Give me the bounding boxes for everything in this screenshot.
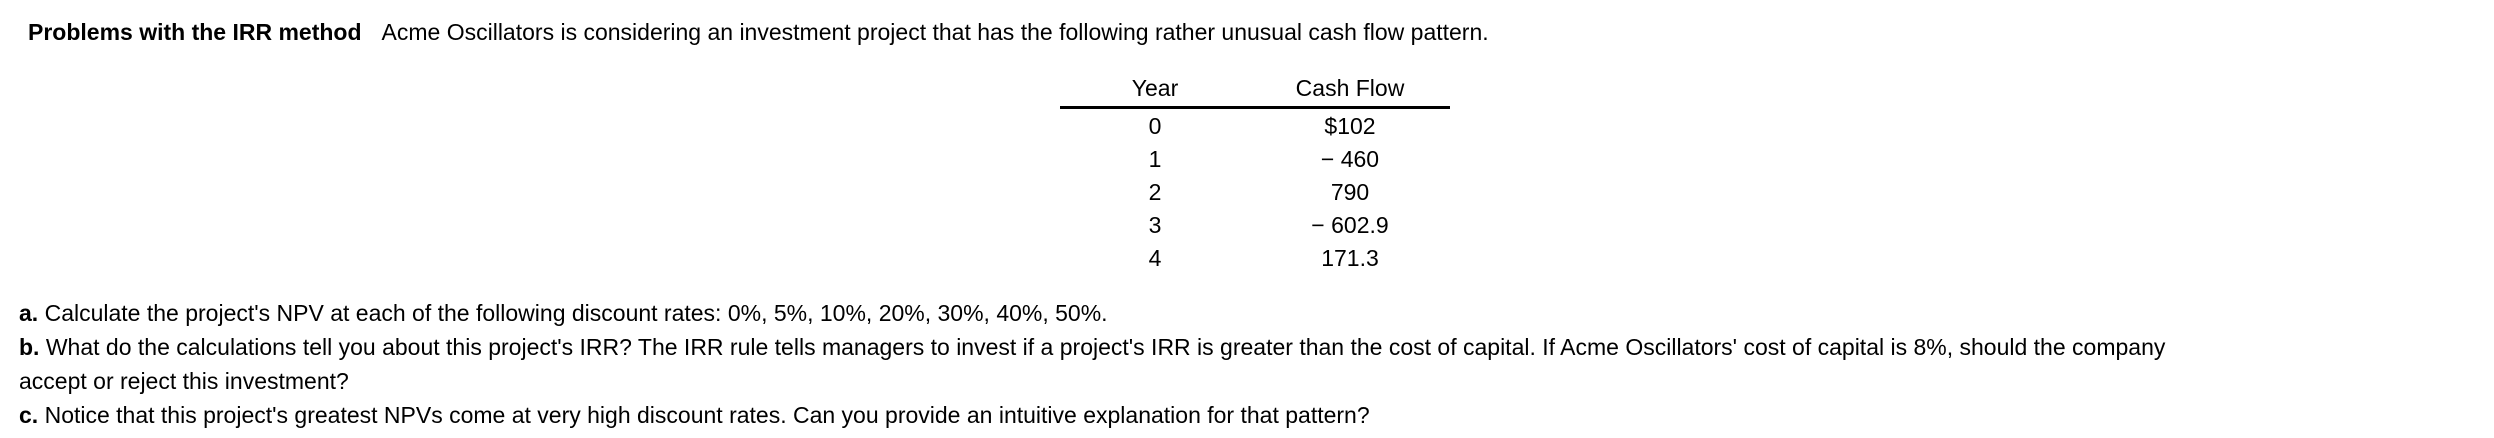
year-cell: 0 xyxy=(1148,113,1162,139)
table-row: 2 790 xyxy=(1060,176,1450,209)
cashflow-cell: − 460 xyxy=(1320,146,1380,172)
year-cell: 2 xyxy=(1148,179,1162,205)
cashflow-table: Year Cash Flow 0 $102 1 − 460 2 790 3 − … xyxy=(1060,72,1450,275)
table-header-row: Year Cash Flow xyxy=(1060,72,1450,109)
cashflow-cell: 790 xyxy=(1330,179,1370,205)
problem-intro: Problems with the IRR method Acme Oscilla… xyxy=(28,15,1489,49)
year-cell: 3 xyxy=(1148,212,1162,238)
table-row: 4 171.3 xyxy=(1060,242,1450,275)
year-cell: 1 xyxy=(1148,146,1162,172)
cashflow-cell: 171.3 xyxy=(1321,245,1379,271)
table-row: 1 − 460 xyxy=(1060,143,1450,176)
problem-intro-text: Acme Oscillators is considering an inves… xyxy=(381,19,1489,45)
question-b-line-1: b. What do the calculations tell you abo… xyxy=(19,330,2469,364)
year-column-header: Year xyxy=(1131,75,1179,101)
question-c: c. Notice that this project's greatest N… xyxy=(19,398,2469,432)
cashflow-column-header: Cash Flow xyxy=(1295,75,1405,101)
problem-title: Problems with the IRR method xyxy=(28,19,362,45)
table-body: 0 $102 1 − 460 2 790 3 − 602.9 4 171.3 xyxy=(1060,109,1450,275)
table-row: 3 − 602.9 xyxy=(1060,209,1450,242)
question-a: a. Calculate the project's NPV at each o… xyxy=(19,296,2469,330)
table-row: 0 $102 xyxy=(1060,110,1450,143)
questions-list: a. Calculate the project's NPV at each o… xyxy=(19,296,2469,432)
question-a-label: a. xyxy=(19,300,39,326)
cashflow-cell: $102 xyxy=(1324,113,1376,139)
question-b-text-line-1: What do the calculations tell you about … xyxy=(45,334,2166,360)
question-b-line-2: accept or reject this investment? xyxy=(19,364,2469,398)
cashflow-cell: − 602.9 xyxy=(1311,212,1389,238)
year-cell: 4 xyxy=(1148,245,1162,271)
question-a-text: Calculate the project's NPV at each of t… xyxy=(44,300,1108,326)
question-b-text-line-2: accept or reject this investment? xyxy=(19,368,349,394)
question-b-label: b. xyxy=(19,334,40,360)
question-c-label: c. xyxy=(19,402,39,428)
question-c-text: Notice that this project's greatest NPVs… xyxy=(44,402,1370,428)
